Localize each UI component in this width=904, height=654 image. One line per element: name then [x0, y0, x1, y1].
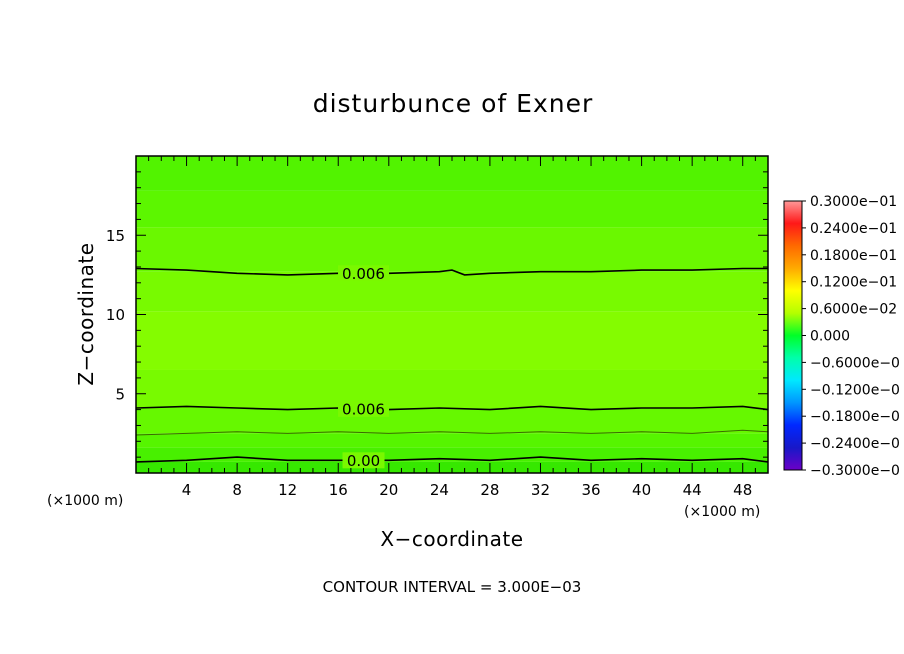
colorbar-label: 0.1200e−01: [810, 275, 897, 291]
fill-band-4: [136, 369, 768, 409]
colorbar-label: −0.2400e−0: [810, 436, 900, 452]
colorbar-label: 0.000: [810, 329, 850, 345]
x-tick-label: 32: [531, 481, 550, 499]
x-right-unit-label: (×1000 m): [684, 504, 760, 520]
x-tick-label: 40: [632, 481, 651, 499]
contour-line-3: [136, 267, 768, 276]
y-tick-label: 10: [106, 306, 125, 324]
colorbar-label: −0.6000e−0: [810, 355, 900, 371]
x-tick-label: 4: [182, 481, 192, 499]
x-tick-label: 48: [733, 481, 752, 499]
x-tick-label: 24: [430, 481, 449, 499]
colorbar-label: 0.6000e−02: [810, 302, 897, 318]
contour-line-1: [136, 429, 768, 436]
fill-band-1: [136, 447, 768, 462]
y-tick-label: 15: [106, 227, 125, 245]
colorbar-label: −0.1200e−0: [810, 382, 900, 398]
fill-band-0: [136, 461, 768, 473]
colorbar-labels: 0.3000e−01 0.2400e−01 0.1800e−01 0.1200e−01…: [802, 194, 900, 479]
x-tick-labels: 4 8 12 16 20 24 28 32 36 40 44 48: [182, 481, 752, 499]
x-tick-label: 12: [278, 481, 297, 499]
x-axis-label: X−coordinate: [380, 527, 523, 551]
fill-band-8: [136, 190, 768, 228]
x-tick-label: 44: [683, 481, 702, 499]
contour-label-2: 0.006: [342, 400, 385, 418]
fill-band-3: [136, 408, 768, 434]
y-axis-label: Z−coordinate: [74, 242, 98, 385]
contour-label-0: 0.00: [347, 452, 380, 470]
colorbar-label: 0.1800e−01: [810, 248, 897, 264]
plot-fill: [136, 156, 768, 473]
x-tick-label: 28: [480, 481, 499, 499]
contour-line-2: [136, 405, 768, 411]
fill-band-6: [136, 271, 768, 312]
x-left-unit-label: (×1000 m): [47, 493, 123, 509]
colorbar-gradient: [783, 200, 803, 471]
y-tick-labels: 5 10 15: [106, 227, 125, 404]
contour-label-3: 0.006: [342, 265, 385, 283]
colorbar-label: −0.3000e−0: [810, 463, 900, 479]
colorbar-label: 0.2400e−01: [810, 221, 897, 237]
x-tick-label: 36: [581, 481, 600, 499]
x-tick-label: 8: [232, 481, 242, 499]
fill-band-5: [136, 311, 768, 370]
x-tick-label: 16: [329, 481, 348, 499]
fill-band-7: [136, 227, 768, 272]
contour-lines: [136, 267, 768, 463]
contour-interval-note: CONTOUR INTERVAL = 3.000E−03: [323, 578, 582, 596]
contour-line-0: [136, 456, 768, 463]
colorbar: [783, 200, 803, 471]
chart-title: disturbunce of Exner: [313, 89, 594, 118]
fill-band-2: [136, 433, 768, 448]
y-tick-label: 5: [115, 385, 125, 403]
contour-label-bg-2: [338, 400, 390, 417]
contour-label-bg-0: [342, 452, 385, 469]
contour-labels: 0.00 0.006 0.006: [338, 265, 390, 470]
x-tick-label: 20: [379, 481, 398, 499]
axis-ticks: [136, 156, 768, 473]
fill-band-9: [136, 156, 768, 191]
colorbar-label: 0.3000e−01: [810, 194, 897, 210]
contour-label-bg-3: [338, 265, 390, 282]
colorbar-label: −0.1800e−0: [810, 409, 900, 425]
